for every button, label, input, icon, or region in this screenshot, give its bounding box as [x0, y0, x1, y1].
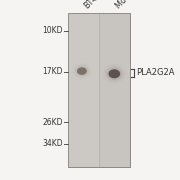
Text: 26KD: 26KD [42, 118, 63, 127]
Text: 17KD: 17KD [42, 68, 63, 76]
Text: 34KD: 34KD [42, 140, 63, 148]
Ellipse shape [107, 68, 122, 80]
Ellipse shape [75, 66, 88, 76]
Text: PLA2G2A: PLA2G2A [136, 68, 174, 77]
Text: 10KD: 10KD [42, 26, 63, 35]
Text: BT474: BT474 [82, 0, 106, 11]
Bar [68, 13, 130, 167]
Bar [68, 13, 99, 167]
Ellipse shape [77, 67, 87, 75]
Text: Mouse intestine: Mouse intestine [114, 0, 165, 11]
Ellipse shape [108, 69, 120, 78]
Bar [68, 13, 130, 167]
Bar [99, 13, 130, 167]
